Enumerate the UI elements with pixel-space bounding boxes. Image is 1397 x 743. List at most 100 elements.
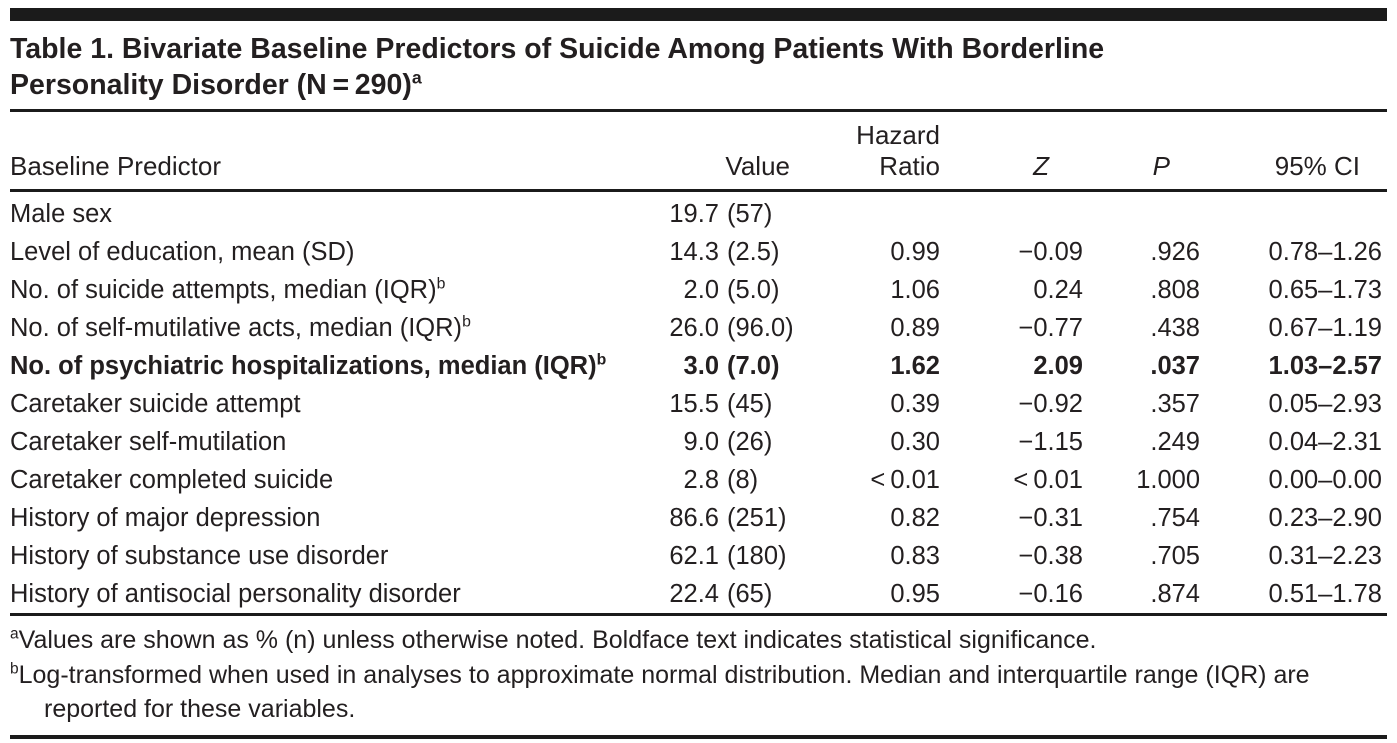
p-value: 1.000 <box>1136 466 1200 494</box>
table-row-caretaker-self-mutilation: Caretaker self-mutilation 9.0 (26) 0.30 −… <box>10 423 1387 461</box>
p-value: .249 <box>1150 428 1200 456</box>
value-count: (26) <box>727 428 773 456</box>
table-bottom-rule <box>10 734 1387 739</box>
ci-value: 0.23–2.90 <box>1268 504 1382 532</box>
value-count: (65) <box>727 580 773 608</box>
ci-value: 0.31–2.23 <box>1268 542 1382 570</box>
p-value <box>1085 191 1201 234</box>
z-value: < 0.01 <box>1013 466 1083 494</box>
hazard-ratio-value: 1.06 <box>890 276 940 304</box>
col-header-z: Z <box>942 112 1085 192</box>
predictor-label: History of antisocial personality disord… <box>10 580 461 608</box>
z-value <box>942 191 1085 234</box>
ci-value: 0.67–1.19 <box>1268 314 1382 342</box>
predictor-label: Caretaker completed suicide <box>10 466 334 494</box>
col-header-hazard-ratio: Hazard Ratio <box>820 112 942 192</box>
predictor-label: Caretaker suicide attempt <box>10 390 301 418</box>
p-value: .754 <box>1150 504 1200 532</box>
z-value: −0.31 <box>1018 504 1083 532</box>
z-value: −0.92 <box>1018 390 1083 418</box>
table-row-caretaker-completed-suicide: Caretaker completed suicide 2.8 (8) < 0.0… <box>10 461 1387 499</box>
ci-value: 0.65–1.73 <box>1268 276 1382 304</box>
value-count: (57) <box>727 200 773 228</box>
table-footnotes: aValues are shown as % (n) unless otherw… <box>10 623 1387 727</box>
footnote-a-marker: a <box>10 625 19 643</box>
ci-value: 1.03–2.57 <box>1268 352 1382 380</box>
col-header-value: Value <box>655 112 820 192</box>
table-row-male-sex: Male sex 19.7 (57) <box>10 191 1387 234</box>
z-value: −0.09 <box>1018 238 1083 266</box>
col-header-hazard-line1: Hazard <box>856 120 940 150</box>
hazard-ratio-value <box>820 191 942 234</box>
predictor-label: No. of psychiatric hospitalizations, med… <box>10 352 597 380</box>
value-number: 3.0 <box>683 352 719 380</box>
ci-value: 0.00–0.00 <box>1268 466 1382 494</box>
value-number: 62.1 <box>669 542 719 570</box>
footnote-b: bLog-transformed when used in analyses t… <box>10 658 1387 727</box>
hazard-ratio-value: 0.30 <box>890 428 940 456</box>
z-value: −0.16 <box>942 575 1085 616</box>
table-title-footnote-marker: a <box>411 67 422 88</box>
table-title-line1: Table 1. Bivariate Baseline Predictors o… <box>10 33 1105 65</box>
value-count: (7.0) <box>727 352 780 380</box>
value-number: 2.8 <box>683 466 719 494</box>
footnote-a: aValues are shown as % (n) unless otherw… <box>10 623 1387 658</box>
predictor-label: No. of suicide attempts, median (IQR) <box>10 276 437 304</box>
value-number: 9.0 <box>683 428 719 456</box>
hazard-ratio-value: < 0.01 <box>870 466 940 494</box>
header-row: Baseline Predictor Value Hazard Ratio Z P… <box>10 112 1387 192</box>
z-value: 2.09 <box>1033 352 1083 380</box>
value-count: (8) <box>727 466 759 494</box>
hazard-ratio-value: 0.83 <box>890 542 940 570</box>
value-count: (180) <box>727 542 787 570</box>
footnote-marker: b <box>436 275 446 293</box>
predictor-label: Male sex <box>10 200 113 228</box>
table-title: Table 1. Bivariate Baseline Predictors o… <box>10 31 1387 103</box>
predictor-label: Level of education, mean (SD) <box>10 238 355 266</box>
p-value: .705 <box>1150 542 1200 570</box>
p-value: .438 <box>1150 314 1200 342</box>
table-row-antisocial-personality-disorder: History of antisocial personality disord… <box>10 575 1387 616</box>
table-title-line2: Personality Disorder (N = 290) <box>10 69 412 101</box>
ci-value: 0.04–2.31 <box>1268 428 1382 456</box>
ci-value: 0.05–2.93 <box>1268 390 1382 418</box>
predictor-label: Caretaker self-mutilation <box>10 428 287 456</box>
col-header-baseline-predictor: Baseline Predictor <box>10 112 655 192</box>
predictor-label: No. of self-mutilative acts, median (IQR… <box>10 314 463 342</box>
value-number: 19.7 <box>669 200 719 228</box>
table-row-education: Level of education, mean (SD) 14.3 (2.5) … <box>10 233 1387 271</box>
table-row-caretaker-suicide-attempt: Caretaker suicide attempt 15.5 (45) 0.39 … <box>10 385 1387 423</box>
z-value: −0.77 <box>1018 314 1083 342</box>
p-value: .926 <box>1150 238 1200 266</box>
footnote-marker: b <box>596 351 607 369</box>
table-row-self-mutilative-acts: No. of self-mutilative acts, median (IQR… <box>10 309 1387 347</box>
footnote-b-text: Log-transformed when used in analyses to… <box>18 660 1310 724</box>
value-number: 22.4 <box>669 580 719 608</box>
p-value: .357 <box>1150 390 1200 418</box>
col-header-95ci: 95% CI <box>1201 112 1387 192</box>
value-number: 86.6 <box>669 504 719 532</box>
footnote-b-marker: b <box>10 660 19 678</box>
col-header-hazard-line2: Ratio <box>879 151 940 181</box>
z-value: 0.24 <box>1033 276 1083 304</box>
z-value: −0.38 <box>1018 542 1083 570</box>
value-number: 2.0 <box>683 276 719 304</box>
ci-value: 0.78–1.26 <box>1268 238 1382 266</box>
ci-value <box>1201 191 1387 234</box>
footnote-marker: b <box>462 313 471 331</box>
hazard-ratio-value: 0.99 <box>890 238 940 266</box>
table-row-psychiatric-hospitalizations: No. of psychiatric hospitalizations, med… <box>10 347 1387 385</box>
value-count: (2.5) <box>727 238 780 266</box>
value-number: 15.5 <box>669 390 719 418</box>
table-body: Male sex 19.7 (57) Level of education, me… <box>10 191 1387 616</box>
hazard-ratio-value: 1.62 <box>890 352 940 380</box>
value-count: (45) <box>727 390 773 418</box>
table-header: Baseline Predictor Value Hazard Ratio Z P… <box>10 112 1387 192</box>
z-value: −1.15 <box>1018 428 1083 456</box>
table-row-major-depression: History of major depression 86.6 (251) 0.… <box>10 499 1387 537</box>
value-count: (96.0) <box>727 314 794 342</box>
footnote-a-text: Values are shown as % (n) unless otherwi… <box>18 626 1097 654</box>
title-divider-rule <box>10 109 1387 112</box>
p-value: .874 <box>1085 575 1201 616</box>
